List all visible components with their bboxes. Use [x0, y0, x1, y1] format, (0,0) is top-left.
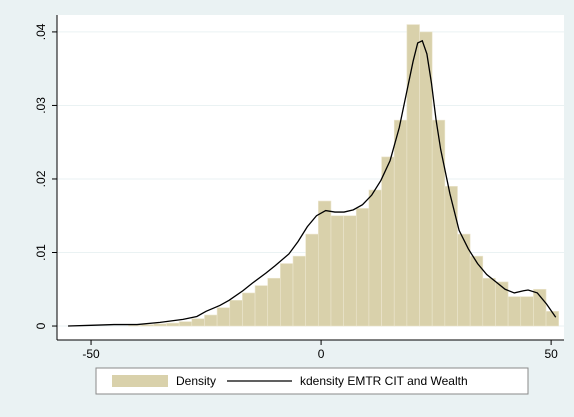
x-tick-label: -50 — [82, 347, 100, 361]
bar — [216, 307, 231, 327]
y-tick-label: .04 — [34, 23, 48, 40]
y-tick-label: .01 — [34, 244, 48, 261]
bar — [507, 296, 522, 327]
bar — [318, 200, 332, 327]
bar — [330, 215, 344, 327]
bar — [482, 277, 496, 327]
legend-label: kdensity EMTR CIT and Wealth — [300, 374, 468, 388]
bar — [166, 322, 180, 327]
bar — [444, 186, 458, 327]
bar — [393, 119, 408, 327]
bar — [267, 277, 281, 327]
y-tick-label: 0 — [34, 322, 48, 329]
bar — [520, 296, 534, 327]
bar — [140, 324, 155, 327]
bar — [153, 323, 167, 327]
bar — [305, 233, 319, 327]
bar — [381, 156, 395, 327]
bar — [431, 119, 446, 327]
bar — [204, 314, 218, 327]
legend-label: Density — [176, 374, 216, 388]
legend-swatch — [112, 375, 168, 387]
bar — [280, 263, 294, 327]
density-line — [68, 39, 557, 327]
bar — [229, 299, 243, 327]
bar — [178, 321, 193, 327]
bar — [254, 285, 269, 327]
y-tick-label: .02 — [34, 170, 48, 187]
y-tick-label: .03 — [34, 97, 48, 114]
bar — [406, 24, 420, 327]
x-tick-label: 50 — [544, 347, 558, 361]
x-tick-label: 0 — [318, 347, 325, 361]
bar — [343, 215, 357, 327]
bar — [495, 281, 509, 327]
bar — [368, 189, 382, 327]
bar — [533, 288, 547, 327]
bar — [355, 208, 370, 327]
bar — [191, 318, 205, 327]
bar — [128, 324, 142, 327]
bar — [242, 292, 256, 327]
bar — [292, 255, 306, 327]
